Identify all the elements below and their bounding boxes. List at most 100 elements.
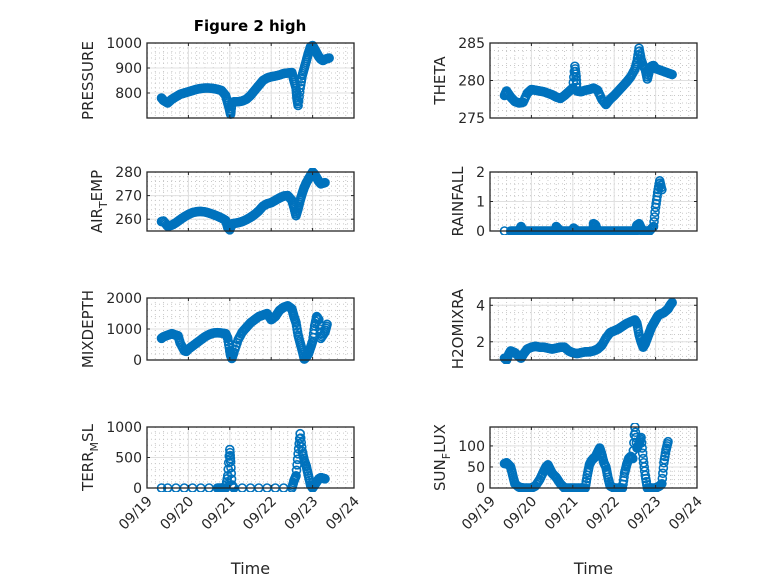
x-axis-label: Time	[573, 559, 613, 578]
axes-box	[146, 171, 355, 232]
axes-box	[489, 297, 698, 361]
data-point	[296, 442, 307, 452]
x-tick-label: 09/22	[240, 494, 280, 534]
data-point	[313, 314, 324, 324]
x-tick-label: 09/21	[199, 494, 239, 534]
y-tick-label: 275	[458, 111, 485, 127]
y-label-part: LUX	[431, 424, 449, 453]
y-tick-label: 280	[115, 165, 142, 181]
y-tick-label: 2000	[106, 291, 142, 307]
subplot-air-temp: 260 270 280 AIRTEMP	[88, 165, 355, 235]
data-point	[602, 470, 613, 480]
data-point	[295, 428, 305, 439]
data-point	[507, 468, 518, 479]
data-point	[225, 444, 235, 455]
data-point	[301, 460, 311, 470]
y-axis-label: MIXDEPTH	[79, 290, 97, 368]
y-axis-label: THETA	[431, 56, 449, 106]
data-point	[618, 475, 629, 486]
subplot-pressure: 800 900 1000 PRESSURE	[79, 36, 355, 120]
y-tick-label: 1000	[106, 420, 142, 436]
data-point	[225, 453, 236, 464]
y-label-part: EMP	[88, 170, 106, 201]
data-point	[319, 473, 330, 484]
y-tick-label: 0	[476, 224, 485, 240]
y-tick-label: 50	[467, 460, 485, 476]
data-point	[293, 96, 304, 106]
data-markers	[499, 43, 677, 110]
x-tick-label: 09/19	[116, 494, 156, 534]
subplot-rainfall: 0 1 2 RAINFALL	[449, 165, 698, 240]
y-tick-label: 1000	[106, 36, 142, 52]
y-tick-label: 270	[115, 189, 142, 205]
y-axis-label: H2OMIXRA	[449, 288, 467, 369]
data-markers	[156, 40, 334, 120]
subplot-h2omixra: 2 4 H2OMIXRA	[449, 288, 698, 369]
y-axis-label: RAINFALL	[449, 166, 467, 237]
data-point	[307, 338, 317, 348]
data-point	[630, 427, 641, 438]
data-point	[295, 433, 306, 443]
y-tick-label: 100	[458, 439, 485, 455]
data-markers	[156, 168, 330, 235]
y-tick-label: 4	[476, 298, 485, 314]
y-tick-label: 0	[133, 353, 142, 369]
y-tick-label: 800	[115, 86, 142, 102]
data-point	[291, 465, 302, 476]
y-tick-label: 280	[458, 74, 485, 90]
data-point	[645, 225, 656, 235]
x-tick-label: 09/21	[542, 494, 582, 534]
data-point	[225, 447, 235, 458]
y-tick-label: 0	[133, 481, 142, 497]
y-label-part: SL	[79, 423, 97, 442]
data-point	[226, 462, 236, 473]
data-point	[225, 450, 236, 461]
data-point	[226, 468, 237, 479]
y-tick-label: 500	[115, 451, 142, 467]
data-point	[666, 298, 677, 309]
data-point	[647, 222, 658, 233]
x-tick-label: 09/23	[625, 494, 665, 534]
x-tick-label: 09/24	[666, 493, 706, 533]
y-tick-label: 260	[115, 212, 142, 228]
data-point	[303, 468, 313, 479]
x-tick-label: 09/23	[282, 494, 322, 534]
y-label-subscript: F	[440, 453, 453, 459]
y-label-part: SUN	[431, 459, 449, 491]
y-axis-label: AIRTEMP	[88, 170, 110, 233]
data-point	[658, 468, 668, 479]
y-label-subscript: M	[88, 442, 101, 452]
y-tick-label: 0	[476, 481, 485, 497]
subplot-mixdepth: 0 1000 2000 MIXDEPTH	[79, 290, 355, 369]
data-point	[571, 75, 582, 86]
data-point	[290, 472, 301, 482]
data-point	[296, 73, 307, 84]
data-markers	[156, 300, 332, 364]
y-axis-label: TERRMSL	[79, 423, 101, 492]
data-point	[636, 437, 647, 448]
data-point	[657, 473, 668, 484]
y-label-part: TERR	[79, 451, 97, 492]
x-tick-label: 09/24	[323, 493, 363, 533]
x-axis-label: Time	[230, 559, 270, 578]
y-axis-label: PRESSURE	[79, 41, 97, 120]
y-tick-label: 1000	[106, 322, 142, 338]
y-label-subscript: T	[97, 201, 110, 209]
data-point	[651, 195, 662, 205]
data-point	[637, 443, 647, 453]
data-point	[652, 191, 662, 202]
y-tick-label: 285	[458, 36, 485, 52]
x-tick-label: 09/20	[500, 494, 540, 534]
data-point	[662, 439, 673, 449]
data-point	[321, 321, 332, 332]
data-markers	[499, 297, 677, 364]
axes-box	[146, 42, 355, 119]
data-point	[323, 53, 333, 64]
data-point	[319, 178, 329, 188]
data-point	[649, 216, 659, 227]
data-point	[296, 437, 307, 448]
data-point	[571, 69, 581, 79]
y-axis-label: SUNFLUX	[431, 424, 453, 491]
subplot-terr-msl: 09/19 09/20 09/21 09/22 09/23 09/24 0 500 1000 TE…	[79, 420, 363, 578]
